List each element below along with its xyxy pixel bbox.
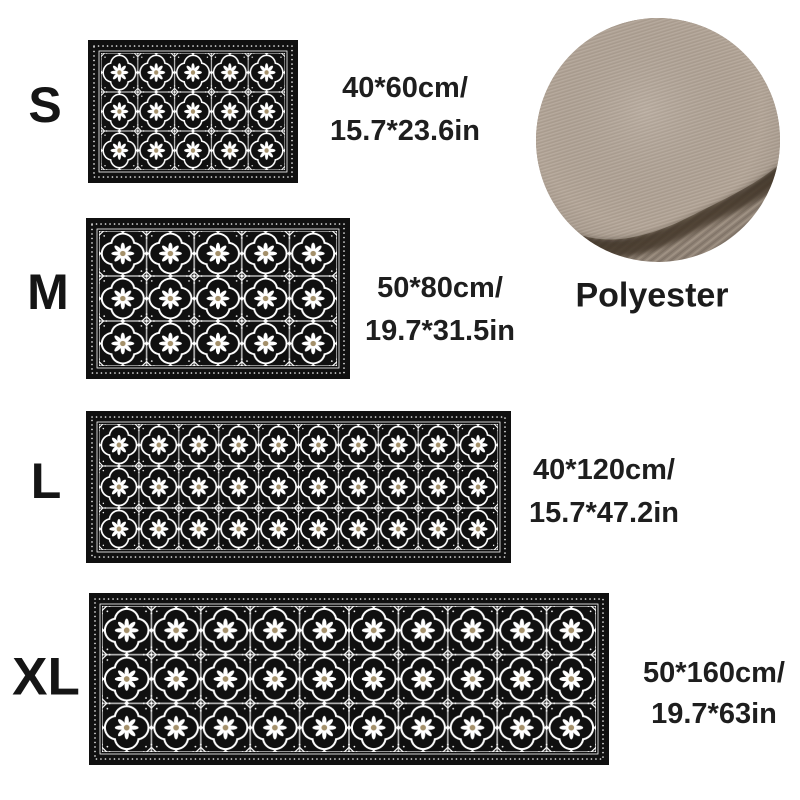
mat-preview-m bbox=[86, 218, 350, 379]
size-label-s: S bbox=[28, 77, 62, 133]
dimensions-m-cm: 50*80cm/ bbox=[377, 272, 503, 304]
size-label-l: L bbox=[30, 453, 62, 509]
size-label-xl: XL bbox=[12, 647, 80, 707]
dimensions-xl-cm: 50*160cm/ bbox=[643, 657, 785, 689]
mat-preview-s bbox=[88, 40, 298, 183]
fabric-swatch-image bbox=[536, 18, 780, 262]
dimensions-l: 40*120cm/ 15.7*47.2in bbox=[529, 449, 679, 535]
dimensions-s: 40*60cm/ 15.7*23.6in bbox=[330, 67, 480, 153]
mat-pattern-svg bbox=[88, 40, 298, 183]
dimensions-m-in: 19.7*31.5in bbox=[365, 315, 515, 347]
dimensions-s-in: 15.7*23.6in bbox=[330, 115, 480, 147]
dimensions-m: 50*80cm/ 19.7*31.5in bbox=[365, 267, 515, 353]
mat-pattern-svg bbox=[86, 411, 511, 563]
material-label: Polyester bbox=[575, 276, 729, 315]
dimensions-xl-in: 19.7*63in bbox=[651, 698, 777, 730]
dimensions-l-cm: 40*120cm/ bbox=[533, 454, 675, 486]
dimensions-s-cm: 40*60cm/ bbox=[342, 72, 468, 104]
mat-pattern-svg bbox=[86, 218, 350, 379]
dimensions-l-in: 15.7*47.2in bbox=[529, 497, 679, 529]
mat-preview-l bbox=[86, 411, 511, 563]
fabric-swatch bbox=[536, 18, 780, 262]
size-label-m: M bbox=[27, 264, 69, 320]
dimensions-xl: 50*160cm/ 19.7*63in bbox=[643, 653, 785, 735]
mat-preview-xl bbox=[89, 593, 609, 765]
mat-pattern-svg bbox=[89, 593, 609, 765]
